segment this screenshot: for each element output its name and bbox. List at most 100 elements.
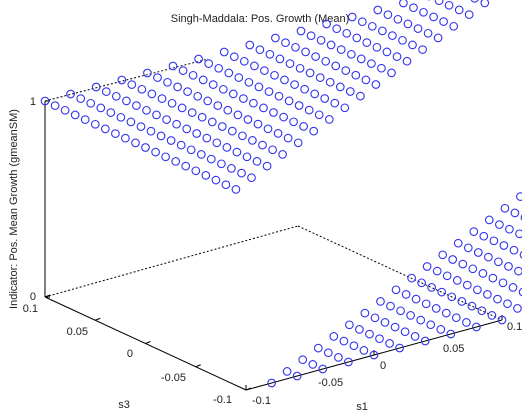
data-point — [281, 38, 290, 48]
data-point — [403, 19, 413, 29]
data-point — [418, 45, 427, 54]
data-point — [255, 45, 265, 55]
data-point — [293, 138, 303, 148]
data-point — [182, 124, 192, 134]
data-point — [168, 61, 178, 71]
data-point — [127, 80, 137, 89]
data-point — [231, 185, 241, 194]
data-point — [499, 241, 509, 250]
data-point — [221, 180, 231, 190]
data-point — [349, 341, 359, 351]
data-point — [40, 96, 50, 106]
data-point — [400, 327, 410, 337]
data-point — [339, 336, 349, 346]
y-tick-2 — [145, 341, 151, 344]
data-point — [206, 154, 216, 164]
data-point — [393, 14, 403, 24]
data-point — [143, 68, 152, 78]
data-point — [479, 231, 489, 241]
y-tick-label-neg0.1: -0.1 — [213, 394, 232, 406]
data-point — [488, 273, 498, 283]
data-point — [503, 299, 512, 309]
data-point — [360, 308, 370, 318]
data-point — [157, 94, 167, 103]
data-point — [163, 77, 172, 87]
data-point — [371, 80, 381, 89]
data-point — [433, 33, 443, 43]
data-point — [325, 77, 335, 87]
data-point — [176, 140, 186, 150]
data-point — [457, 297, 467, 306]
z-tick-label-0: 0 — [30, 291, 36, 303]
data-point — [245, 40, 255, 50]
data-point — [332, 24, 342, 34]
box-edge-bottom-back — [44, 225, 299, 298]
y-tick-0 — [245, 387, 252, 391]
data-point — [489, 236, 499, 246]
data-point — [188, 70, 198, 80]
data-point — [351, 70, 361, 80]
box-edge-bottom-right — [297, 225, 503, 321]
data-point — [334, 353, 343, 362]
data-point — [207, 117, 217, 127]
data-point — [244, 77, 254, 87]
data-point — [299, 122, 308, 131]
data-point — [462, 318, 471, 327]
x-tick-label-0.05: 0.05 — [443, 343, 464, 355]
z-axis-label: Indicator: Pos. Mean Growth (gmeanSM) — [8, 109, 20, 309]
data-point — [464, 10, 474, 19]
data-point — [454, 5, 464, 15]
data-point — [254, 82, 264, 92]
data-point — [253, 119, 263, 129]
data-point — [137, 84, 147, 94]
data-point — [258, 140, 267, 150]
data-point — [304, 105, 314, 115]
y-tick-label-neg0.05: -0.05 — [161, 372, 186, 384]
data-point — [380, 318, 390, 327]
data-point — [201, 171, 211, 180]
y-tick-1 — [195, 364, 201, 368]
data-point — [388, 31, 397, 40]
data-point — [211, 175, 221, 185]
data-point — [194, 54, 203, 64]
data-point — [453, 238, 463, 248]
axis-ticks — [44, 100, 503, 391]
data-point — [247, 173, 256, 183]
x-tick-label-neg0.05: -0.05 — [318, 377, 343, 389]
data-point — [375, 334, 384, 344]
data-point — [295, 63, 305, 73]
data-point — [280, 75, 289, 85]
data-point — [473, 248, 483, 257]
y-axis-label: s3 — [118, 399, 130, 411]
data-point — [429, 12, 438, 22]
data-point — [336, 45, 346, 54]
data-point — [132, 101, 141, 110]
data-point — [409, 3, 418, 13]
data-point — [217, 159, 226, 169]
data-point — [282, 367, 292, 376]
data-point — [166, 136, 176, 145]
data-point — [483, 290, 492, 299]
data-point — [268, 145, 277, 155]
data-point — [198, 75, 208, 85]
data-point — [237, 168, 246, 178]
data-point — [495, 220, 504, 229]
data-point — [391, 285, 401, 295]
x-axis-label: s1 — [356, 401, 368, 413]
data-point — [238, 131, 247, 141]
data-point — [292, 371, 302, 381]
data-point — [444, 0, 454, 10]
data-point — [427, 283, 436, 292]
data-point — [204, 59, 214, 68]
data-point — [329, 332, 339, 341]
data-point — [305, 68, 315, 78]
data-point — [262, 161, 272, 171]
data-point — [161, 152, 170, 162]
data-point — [402, 56, 412, 66]
data-point — [467, 301, 477, 311]
data-point — [494, 257, 503, 267]
data-point — [359, 346, 369, 355]
data-point — [306, 31, 316, 41]
data-point — [234, 73, 244, 82]
data-point — [202, 133, 212, 143]
